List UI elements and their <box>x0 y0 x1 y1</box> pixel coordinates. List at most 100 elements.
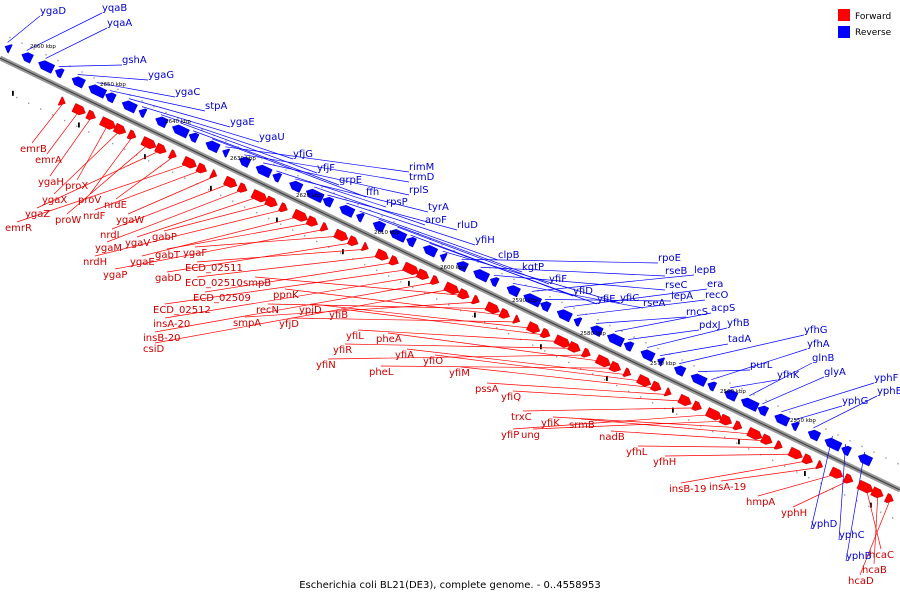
gene-arrow-forward[interactable] <box>250 189 269 204</box>
gene-label-reverse[interactable]: ygaD <box>40 6 66 17</box>
gene-arrow-forward[interactable] <box>553 334 572 350</box>
gene-arrow-forward[interactable] <box>402 261 420 277</box>
gene-arrow-reverse[interactable] <box>53 66 65 79</box>
gene-label-forward[interactable]: ygaM <box>95 243 122 254</box>
gene-label-reverse[interactable]: yfjF <box>317 163 335 174</box>
gene-label-reverse[interactable]: ygaC <box>175 87 200 98</box>
gene-label-forward[interactable]: trxC <box>511 412 532 423</box>
gene-label-forward[interactable]: ygaV <box>125 238 150 249</box>
gene-arrow-forward[interactable] <box>636 374 653 388</box>
gene-arrow-forward[interactable] <box>443 281 461 297</box>
gene-label-reverse[interactable]: yfiC <box>620 293 639 304</box>
gene-arrow-forward[interactable] <box>484 301 502 316</box>
gene-label-reverse[interactable]: kgtP <box>522 262 544 273</box>
gene-arrow-forward[interactable] <box>319 222 330 233</box>
gene-arrow-reverse[interactable] <box>639 348 656 362</box>
gene-label-forward[interactable]: yfiO <box>423 356 443 367</box>
gene-arrow-reverse[interactable] <box>304 187 325 204</box>
gene-arrow-forward[interactable] <box>828 466 845 481</box>
gene-arrow-forward[interactable] <box>663 387 673 399</box>
gene-label-forward[interactable]: insA-20 <box>153 319 190 330</box>
gene-arrow-forward[interactable] <box>85 109 98 122</box>
gene-arrow-reverse[interactable] <box>221 147 231 158</box>
gene-arrow-reverse[interactable] <box>287 179 304 193</box>
gene-label-forward[interactable]: ygaW <box>116 215 144 226</box>
gene-label-reverse[interactable]: rncS <box>686 307 708 318</box>
gene-arrow-forward[interactable] <box>649 380 663 393</box>
gene-label-forward[interactable]: emrR <box>5 223 32 234</box>
gene-label-reverse[interactable]: rplS <box>409 185 429 196</box>
gene-label-forward[interactable]: gabP <box>152 232 177 243</box>
gene-arrow-forward[interactable] <box>512 314 521 326</box>
gene-label-reverse[interactable]: stpA <box>205 101 227 112</box>
gene-label-forward[interactable]: yphH <box>781 508 807 519</box>
gene-label-reverse[interactable]: ffh <box>366 187 379 198</box>
gene-arrow-reverse[interactable] <box>538 299 552 313</box>
gene-arrow-forward[interactable] <box>140 136 158 151</box>
gene-arrow-forward[interactable] <box>470 294 481 306</box>
gene-arrow-reverse[interactable] <box>555 307 573 323</box>
gene-label-reverse[interactable]: yfhB <box>727 318 750 329</box>
gene-label-reverse[interactable]: yfiF <box>549 274 567 285</box>
gene-arrow-forward[interactable] <box>498 307 512 320</box>
gene-label-reverse[interactable]: tyrA <box>428 202 449 213</box>
gene-arrow-forward[interactable] <box>167 149 178 161</box>
gene-arrow-forward[interactable] <box>291 208 309 224</box>
gene-arrow-forward[interactable] <box>457 288 471 301</box>
gene-arrow-reverse[interactable] <box>722 388 739 402</box>
gene-arrow-reverse[interactable] <box>472 267 491 283</box>
gene-arrow-forward[interactable] <box>71 103 88 117</box>
gene-label-reverse[interactable]: rpsP <box>386 197 408 208</box>
gene-label-forward[interactable]: smpB <box>243 278 271 289</box>
gene-arrow-reverse[interactable] <box>706 380 718 392</box>
gene-arrow-reverse[interactable] <box>371 219 387 233</box>
gene-arrow-reverse[interactable] <box>338 203 356 218</box>
gene-arrow-reverse[interactable] <box>405 235 417 248</box>
gene-label-forward[interactable]: insB-20 <box>143 333 181 344</box>
gene-label-reverse[interactable]: rluD <box>457 220 478 231</box>
gene-arrow-forward[interactable] <box>608 360 623 374</box>
gene-arrow-forward[interactable] <box>856 479 875 495</box>
gene-label-forward[interactable]: csiD <box>143 344 164 355</box>
gene-label-reverse[interactable]: yphD <box>811 519 838 530</box>
gene-arrow-forward[interactable] <box>539 327 552 340</box>
gene-label-reverse[interactable]: yphF <box>874 373 899 384</box>
gene-arrow-forward[interactable] <box>57 96 67 108</box>
gene-label-forward[interactable]: hmpA <box>746 497 775 508</box>
gene-arrow-forward[interactable] <box>264 195 280 209</box>
gene-arrow-forward[interactable] <box>581 347 592 360</box>
gene-arrow-forward[interactable] <box>677 393 694 408</box>
gene-label-reverse[interactable]: purL <box>750 360 773 371</box>
gene-label-forward[interactable]: proW <box>55 215 81 226</box>
gene-label-forward[interactable]: nrdI <box>100 230 120 241</box>
gene-arrow-reverse[interactable] <box>3 42 13 54</box>
gene-label-reverse[interactable]: yqaB <box>102 3 127 14</box>
gene-arrow-reverse[interactable] <box>656 356 666 367</box>
gene-arrow-forward[interactable] <box>346 235 360 248</box>
gene-label-reverse[interactable]: pdxJ <box>699 320 721 331</box>
gene-arrow-reverse[interactable] <box>170 123 190 139</box>
gene-label-forward[interactable]: ygaX <box>42 195 67 206</box>
gene-arrow-forward[interactable] <box>815 460 824 471</box>
gene-label-forward[interactable]: yfiK <box>541 418 560 429</box>
gene-arrow-forward[interactable] <box>209 169 219 180</box>
gene-arrow-reverse[interactable] <box>137 107 148 118</box>
gene-label-forward[interactable]: yfiB <box>329 310 348 321</box>
gene-label-reverse[interactable]: rimM <box>409 162 434 173</box>
gene-arrow-forward[interactable] <box>746 426 764 442</box>
gene-label-reverse[interactable]: recO <box>705 290 729 301</box>
gene-label-forward[interactable]: smpA <box>233 318 261 329</box>
gene-arrow-reverse[interactable] <box>806 428 822 442</box>
gene-arrow-forward[interactable] <box>760 433 774 447</box>
gene-arrow-forward[interactable] <box>801 453 815 466</box>
gene-arrow-forward[interactable] <box>333 228 350 243</box>
gene-label-reverse[interactable]: rseC <box>665 280 687 291</box>
gene-label-forward[interactable]: ECD_02509 <box>193 293 251 304</box>
gene-label-reverse[interactable]: yphC <box>839 530 865 541</box>
gene-arrow-reverse[interactable] <box>120 99 138 114</box>
gene-arrow-reverse[interactable] <box>187 131 200 143</box>
gene-label-forward[interactable]: gabD <box>155 273 182 284</box>
gene-arrow-forward[interactable] <box>195 162 209 175</box>
gene-label-reverse[interactable]: aroF <box>425 215 447 226</box>
gene-arrow-forward[interactable] <box>236 182 249 195</box>
